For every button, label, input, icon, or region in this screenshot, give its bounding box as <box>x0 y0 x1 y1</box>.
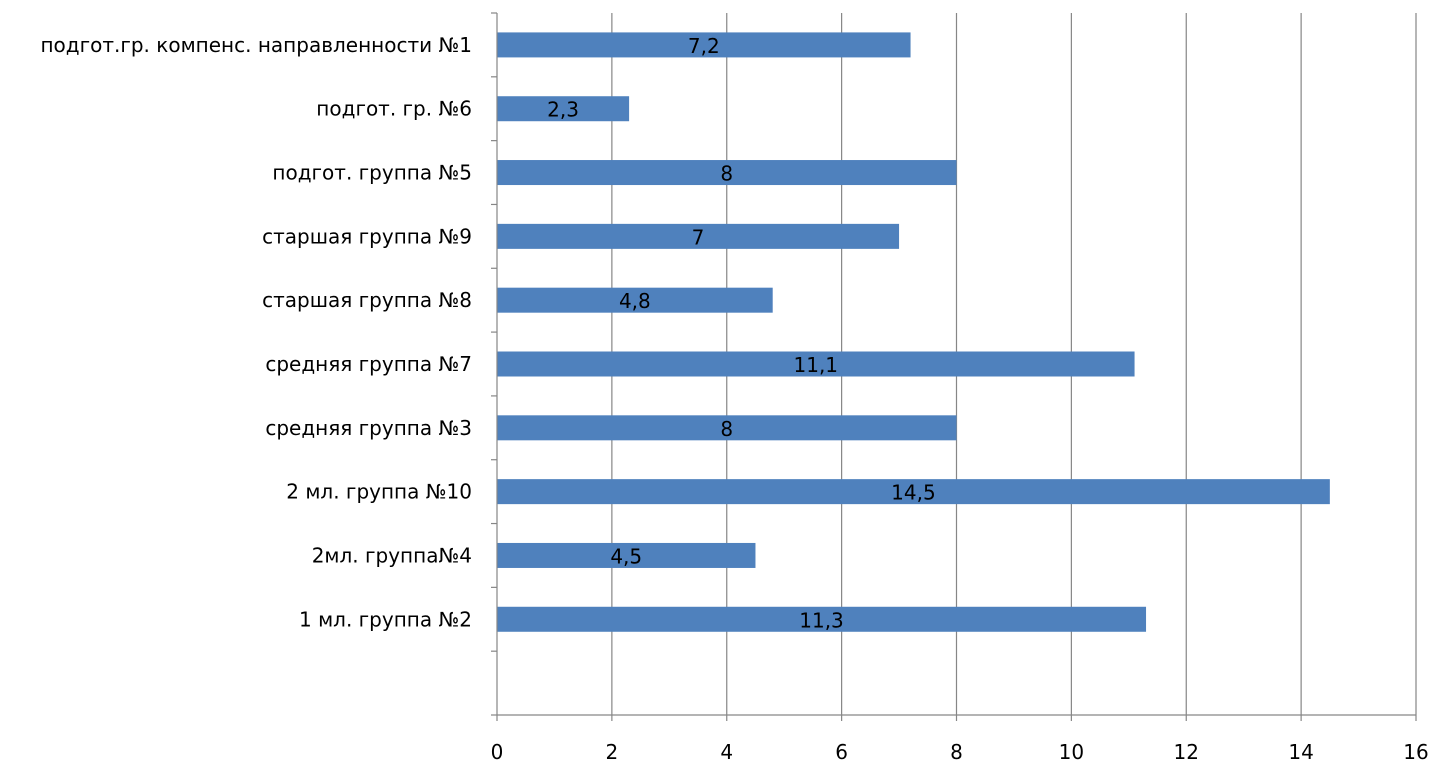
x-tick-label: 16 <box>1403 740 1428 761</box>
data-label: 8 <box>720 417 733 441</box>
x-tick-label: 10 <box>1059 740 1084 761</box>
bar <box>497 223 900 249</box>
x-tick-label: 6 <box>835 740 848 761</box>
bar <box>497 542 756 568</box>
data-label: 7,2 <box>688 34 720 58</box>
bar <box>497 351 1135 377</box>
x-tick-label: 12 <box>1174 740 1199 761</box>
data-label: 14,5 <box>891 481 936 505</box>
bar <box>497 96 630 122</box>
category-label: 2 мл. группа №10 <box>286 480 472 504</box>
category-label: подгот. гр. №6 <box>316 97 472 121</box>
data-label: 11,3 <box>799 608 844 632</box>
x-tick-label: 0 <box>491 740 504 761</box>
x-tick-label: 4 <box>720 740 733 761</box>
category-label: средняя группа №7 <box>265 352 472 376</box>
category-label: средняя группа №3 <box>265 416 472 440</box>
x-tick-label: 8 <box>950 740 963 761</box>
bar <box>497 160 957 186</box>
bar <box>497 287 773 313</box>
data-label: 7 <box>692 225 705 249</box>
category-label: 1 мл. группа №2 <box>299 607 472 631</box>
bar <box>497 479 1330 505</box>
axes <box>491 12 1417 721</box>
bar <box>497 415 957 441</box>
bar <box>497 606 1147 632</box>
x-tick-label: 14 <box>1288 740 1313 761</box>
labels: 0 2 4 6 8 10 12 14 16 11,3 1 мл. группа №2 4,5 2мл. … <box>40 33 1428 761</box>
category-label: подгот.гр. компенс. направленности №1 <box>40 33 472 57</box>
bar <box>497 32 911 58</box>
data-label: 8 <box>720 162 733 186</box>
category-label: старшая группа №8 <box>262 288 472 312</box>
data-label: 11,1 <box>794 353 839 377</box>
data-label: 4,5 <box>610 544 642 568</box>
x-tick-label: 2 <box>606 740 619 761</box>
category-label: подгот. группа №5 <box>272 161 472 185</box>
category-label: старшая группа №9 <box>262 224 472 248</box>
data-label: 4,8 <box>619 289 651 313</box>
data-label: 2,3 <box>547 98 579 122</box>
bars <box>497 32 1330 632</box>
category-label: 2мл. группа№4 <box>312 543 472 567</box>
